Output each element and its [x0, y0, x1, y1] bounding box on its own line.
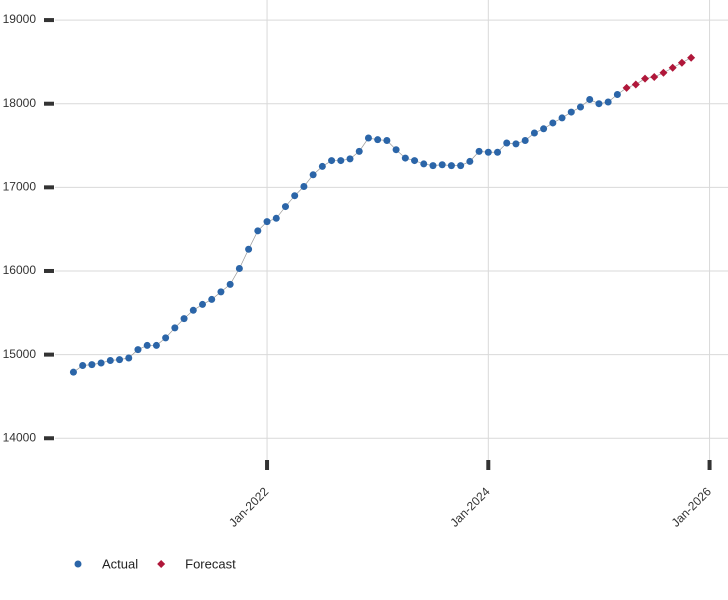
actual-point: [300, 183, 308, 191]
actual-point: [383, 137, 391, 145]
actual-point: [595, 100, 603, 108]
actual-point: [512, 140, 520, 148]
actual-point: [613, 91, 621, 99]
actual-point: [272, 214, 280, 222]
legend-label: Actual: [102, 556, 138, 571]
actual-point: [364, 134, 372, 142]
actual-point: [457, 162, 465, 170]
y-tick-label: 17000: [3, 180, 37, 194]
actual-point: [309, 171, 317, 179]
legend-label: Forecast: [185, 556, 236, 571]
legend-marker: [157, 560, 166, 568]
actual-point: [217, 288, 225, 296]
actual-point: [484, 148, 492, 156]
actual-point: [134, 346, 142, 354]
actual-point: [401, 154, 409, 162]
actual-point: [69, 368, 77, 376]
actual-point: [79, 361, 87, 369]
actual-point: [411, 157, 419, 165]
actual-point: [199, 300, 207, 308]
actual-point: [263, 218, 271, 226]
actual-point: [235, 264, 243, 272]
actual-point: [521, 137, 529, 145]
actual-point: [447, 162, 455, 170]
actual-point: [374, 136, 382, 144]
actual-point: [88, 361, 96, 369]
actual-point: [420, 160, 428, 168]
x-tick-label: Jan-2022: [226, 484, 272, 530]
actual-point: [189, 306, 197, 314]
actual-point: [125, 354, 133, 362]
actual-point: [143, 341, 151, 349]
actual-point: [530, 129, 538, 137]
actual-point: [586, 96, 594, 104]
y-tick-label: 14000: [3, 430, 37, 444]
actual-point: [226, 280, 234, 288]
actual-point: [604, 98, 612, 106]
forecast-point: [687, 53, 696, 62]
actual-point: [318, 162, 326, 170]
actual-point: [346, 155, 354, 163]
actual-point: [475, 147, 483, 155]
actual-point: [116, 356, 124, 364]
actual-point: [337, 157, 345, 165]
forecast-point: [641, 74, 650, 83]
y-tick-label: 16000: [3, 263, 37, 277]
actual-point: [97, 359, 105, 367]
actual-point: [245, 245, 253, 253]
y-tick-label: 19000: [3, 12, 37, 26]
x-tick-label: Jan-2026: [669, 484, 715, 530]
actual-point: [208, 295, 216, 303]
actual-point: [540, 125, 548, 133]
forecast-point: [659, 68, 668, 77]
actual-point: [152, 341, 160, 349]
actual-point: [576, 103, 584, 111]
forecast-point: [631, 80, 640, 89]
y-tick-label: 15000: [3, 347, 37, 361]
actual-point: [291, 192, 299, 200]
x-tick-label: Jan-2024: [447, 484, 493, 530]
legend-marker: [74, 560, 82, 568]
actual-point: [392, 146, 400, 154]
actual-point: [281, 203, 289, 211]
actual-point: [106, 356, 114, 364]
forecast-point: [668, 63, 677, 72]
actual-point: [162, 334, 170, 342]
forecast-point: [677, 58, 686, 67]
actual-point: [466, 157, 474, 165]
forecast-point: [622, 83, 631, 92]
actual-point: [567, 108, 575, 116]
actual-point: [558, 114, 566, 122]
actual-point: [549, 119, 557, 127]
actual-point: [355, 147, 363, 155]
actual-point: [180, 315, 188, 323]
actual-point: [494, 148, 502, 156]
actual-point: [328, 157, 336, 165]
actual-point: [171, 324, 179, 332]
actual-point: [438, 161, 446, 169]
actual-point: [503, 139, 511, 147]
forecast-point: [650, 72, 659, 81]
actual-point: [254, 227, 262, 235]
y-tick-label: 18000: [3, 96, 37, 110]
actual-point: [429, 162, 437, 170]
